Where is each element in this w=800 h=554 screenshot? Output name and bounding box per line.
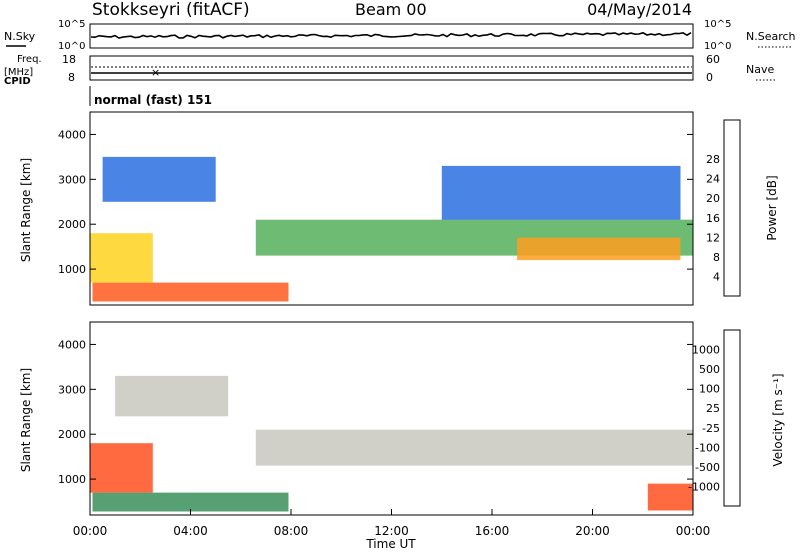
y-tick-label: 4000 xyxy=(58,128,86,141)
velocity-y-axis: 1000 2000 3000 4000 xyxy=(58,338,693,486)
beam-title: Beam 00 xyxy=(355,0,427,19)
x-tick-label: 08:00 xyxy=(274,524,309,538)
colorbar-tick-label: 12 xyxy=(706,231,720,244)
freq-label-1: Freq. xyxy=(17,54,42,65)
power-colorbar-label: Power [dB] xyxy=(765,175,779,240)
velocity-heatmap xyxy=(90,375,694,512)
colorbar-tick-label: 100 xyxy=(699,383,720,396)
colorbar-tick-label: -25 xyxy=(702,422,720,435)
colorbar-tick-label: 24 xyxy=(706,173,720,186)
cpid-text: normal (fast) 151 xyxy=(94,93,212,107)
y-tick-label: 1000 xyxy=(58,473,86,486)
colorbar-tick-label: -1000 xyxy=(688,480,720,493)
x-tick-label: 16:00 xyxy=(475,524,510,538)
noise-panel: N.Sky 10^5 10^0 10^5 10^0 N.Search xyxy=(4,19,796,52)
freq-marker: × xyxy=(151,66,160,79)
y-tick-label: 3000 xyxy=(58,383,86,396)
nave-label: Nave xyxy=(746,63,774,76)
velocity-colorbar-label: Velocity [m s⁻¹] xyxy=(771,373,785,466)
frequency-panel: Freq. [MHz] CPID 18 8 60 0 Nave × xyxy=(4,53,776,87)
x-tick-label: 00:00 xyxy=(73,524,108,538)
x-tick-label: 00:00 xyxy=(676,524,711,538)
colorbar-tick-label: 1000 xyxy=(692,344,720,357)
nsearch-label: N.Search xyxy=(746,30,796,43)
x-tick-label: 20:00 xyxy=(575,524,610,538)
scatter-region-3 xyxy=(517,237,681,261)
scatter-region-4 xyxy=(102,156,216,202)
colorbar-tick-label: 28 xyxy=(706,153,720,166)
y-tick-label: 1000 xyxy=(58,263,86,276)
noise-right-tick-bottom: 10^0 xyxy=(704,41,731,52)
scatter-region-3 xyxy=(647,483,693,511)
colorbar-tick-label: 4 xyxy=(713,270,720,283)
y-tick-label: 3000 xyxy=(58,173,86,186)
power-colorbar: 4 8 12 16 20 24 28 xyxy=(706,119,741,297)
cpid-label: CPID xyxy=(4,76,31,87)
velocity-panel: 1000 2000 3000 4000 00:00 04:00 08:00 12:00 16:… xyxy=(19,321,785,551)
scatter-region-0 xyxy=(92,492,289,512)
colorbar-tick-label: 16 xyxy=(706,212,720,225)
x-tick-label: 12:00 xyxy=(374,524,409,538)
scatter-region-2 xyxy=(255,429,694,466)
freq-left-tick-top: 18 xyxy=(62,53,76,66)
x-tick-label: 04:00 xyxy=(173,524,208,538)
y-tick-label: 4000 xyxy=(58,338,86,351)
colorbar-frame xyxy=(723,329,741,507)
noise-left-tick-bottom: 10^0 xyxy=(58,41,85,52)
noise-trace xyxy=(90,31,692,39)
scatter-region-1 xyxy=(90,233,153,283)
power-heatmap xyxy=(90,156,694,302)
colorbar-tick-label: 500 xyxy=(699,363,720,376)
y-tick-label: 2000 xyxy=(58,428,86,441)
colorbar-tick-label: 25 xyxy=(706,402,720,415)
colorbar-tick-label: 20 xyxy=(706,192,720,205)
freq-label-2: [MHz] xyxy=(4,67,33,78)
colorbar-tick-label: 8 xyxy=(713,251,720,264)
freq-right-tick-top: 60 xyxy=(706,53,720,66)
colorbar-tick-label: -500 xyxy=(695,461,720,474)
colorbar-tick-label: -100 xyxy=(695,441,720,454)
freq-left-tick-bottom: 8 xyxy=(68,71,75,84)
power-panel: 1000 2000 3000 4000 Slant Range [km] 4 8 12 16… xyxy=(19,111,779,306)
date-title: 04/May/2014 xyxy=(587,0,692,19)
power-ylabel: Slant Range [km] xyxy=(19,158,33,262)
scatter-region-5 xyxy=(441,165,681,220)
y-tick-label: 2000 xyxy=(58,218,86,231)
velocity-ylabel: Slant Range [km] xyxy=(19,368,33,472)
velocity-colorbar: 1000 500 100 25 -25 -100 -500 -1000 xyxy=(688,329,741,507)
power-y-axis: 1000 2000 3000 4000 xyxy=(58,128,693,276)
nsky-label: N.Sky xyxy=(4,30,36,43)
station-title: Stokkseyri (fitACF) xyxy=(92,0,250,20)
velocity-xlabel: Time UT xyxy=(365,537,416,551)
scatter-region-4 xyxy=(115,375,229,417)
noise-right-tick-top: 10^5 xyxy=(704,19,731,30)
noise-left-tick-top: 10^5 xyxy=(58,19,85,30)
freq-right-tick-bottom: 0 xyxy=(706,71,713,84)
colorbar-frame xyxy=(723,119,741,297)
scatter-region-0 xyxy=(92,282,289,302)
scatter-region-1 xyxy=(90,443,153,493)
time-x-axis: 00:00 04:00 08:00 12:00 16:00 20:00 00:00 xyxy=(73,509,711,538)
